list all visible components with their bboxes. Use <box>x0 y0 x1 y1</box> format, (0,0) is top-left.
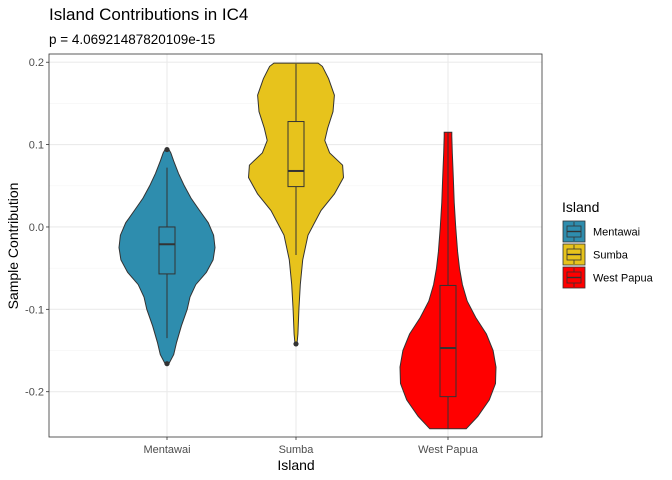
outlier-mentawai-1 <box>164 361 170 367</box>
y-tick-label-1: -0.1 <box>25 304 44 316</box>
y-axis: -0.2 -0.1 0.0 0.1 0.2 <box>25 57 49 399</box>
y-tick-label-0: -0.2 <box>25 387 44 399</box>
y-axis-title: Sample Contribution <box>5 183 21 310</box>
x-axis-title: Island <box>277 457 314 473</box>
y-tick-label-2: 0.0 <box>29 222 44 234</box>
legend-key-sumba <box>562 243 586 266</box>
violins <box>118 62 497 430</box>
x-tick-label-0: Mentawai <box>143 444 190 456</box>
x-tick-label-2: West Papua <box>418 444 479 456</box>
chart-subtitle: p = 4.06921487820109e-15 <box>49 32 215 47</box>
legend-label-mentawai: Mentawai <box>593 227 640 239</box>
violin-group-sumba <box>247 62 345 347</box>
outlier-mentawai-0 <box>164 146 170 153</box>
x-tick-label-1: Sumba <box>279 444 315 456</box>
legend-label-west-papua: West Papua <box>593 273 654 285</box>
violin-group-mentawai <box>118 146 216 367</box>
legend-key-west-papua <box>562 266 586 289</box>
chart-title: Island Contributions in IC4 <box>49 5 248 24</box>
outlier-sumba-0 <box>293 341 299 347</box>
plot-panel-border <box>48 53 543 438</box>
legend: Island Mentawai Sumba West Papua <box>562 199 654 289</box>
legend-label-sumba: Sumba <box>593 250 629 262</box>
box-west-papua <box>439 284 457 398</box>
y-tick-label-3: 0.1 <box>29 140 44 152</box>
box-sumba <box>287 121 305 188</box>
legend-title: Island <box>562 199 599 215</box>
legend-key-mentawai <box>562 220 586 243</box>
violin-group-west-papua <box>399 131 497 430</box>
y-tick-label-4: 0.2 <box>29 57 44 69</box>
box-mentawai <box>158 226 176 275</box>
x-axis: Mentawai Sumba West Papua <box>143 437 479 456</box>
